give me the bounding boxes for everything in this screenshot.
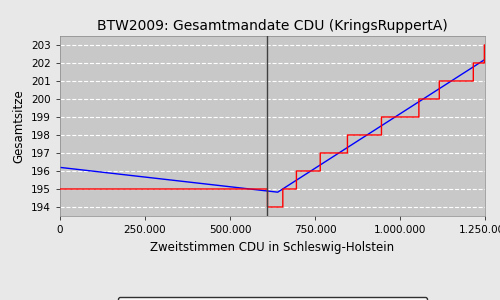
Legend: Sitze real, Sitze ideal, Wahlergebnis: Sitze real, Sitze ideal, Wahlergebnis	[118, 297, 427, 300]
X-axis label: Zweitstimmen CDU in Schleswig-Holstein: Zweitstimmen CDU in Schleswig-Holstein	[150, 241, 394, 254]
Sitze real	[470, 79, 476, 83]
Title: BTW2009: Gesamtmandate CDU (KringsRuppertA): BTW2009: Gesamtmandate CDU (KringsRupper…	[97, 20, 448, 33]
Sitze real	[57, 187, 63, 191]
Sitze real	[78, 187, 84, 191]
Sitze ideal	[78, 168, 84, 172]
Sitze real	[264, 187, 270, 191]
Sitze real	[482, 43, 488, 47]
Sitze ideal	[470, 65, 476, 69]
Sitze ideal	[274, 190, 280, 194]
Sitze ideal	[264, 189, 270, 193]
Sitze real	[482, 43, 488, 47]
Y-axis label: Gesamtsitze: Gesamtsitze	[12, 89, 26, 163]
Sitze ideal	[470, 65, 476, 69]
Sitze real	[252, 187, 258, 191]
Line: Sitze ideal: Sitze ideal	[60, 59, 485, 192]
Sitze ideal	[392, 115, 398, 119]
Sitze ideal	[252, 188, 258, 191]
Sitze real	[264, 205, 270, 209]
Sitze real	[392, 115, 398, 119]
Sitze real	[470, 79, 476, 83]
Sitze ideal	[482, 58, 488, 61]
Sitze ideal	[57, 166, 63, 169]
Line: Sitze real: Sitze real	[60, 45, 485, 207]
